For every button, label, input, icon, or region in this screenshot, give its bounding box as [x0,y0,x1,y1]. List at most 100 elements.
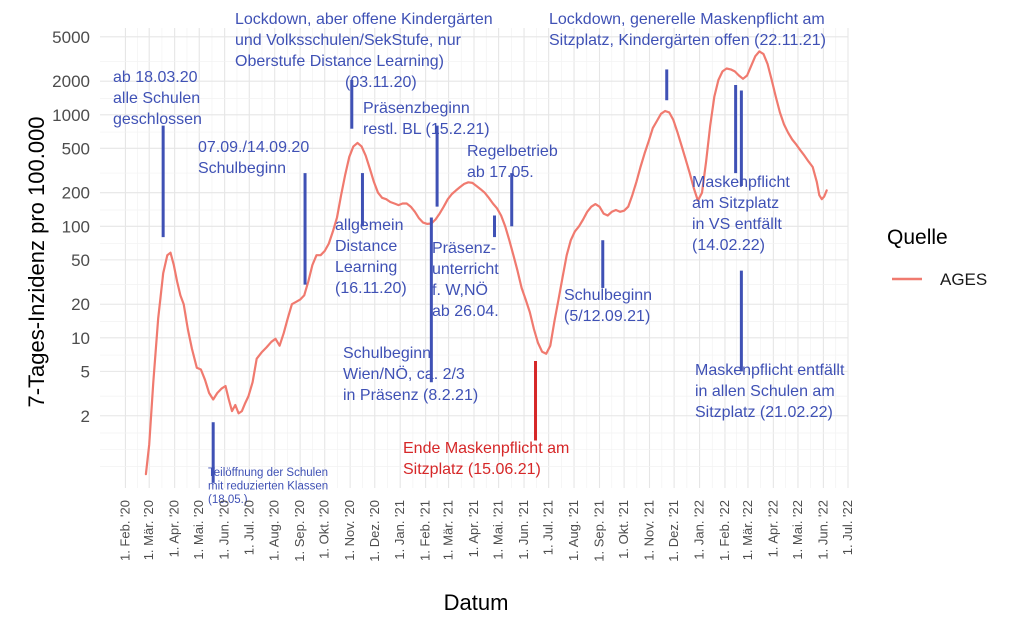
annotation-line: Maskenpflicht entfällt [695,362,845,379]
y-axis-ticks: 2 5 10 20 50 100 200 500 1000 2000 5000 [52,28,90,426]
annotation-line: geschlossen [113,111,202,128]
y-tick-label: 20 [71,295,90,314]
y-tick-label: 500 [62,139,90,158]
x-tick-label: 1. Jul. '20 [241,500,256,555]
annotation-line: Wien/NÖ, ca. 2/3 [343,365,465,383]
annotation-line: unterricht [432,261,499,278]
annotation-text: Schulbeginn (5/12.09.21) [564,287,652,325]
annotation-line: (03.11.20) [345,74,417,91]
x-tick-label: 1. Apr. '22 [765,500,780,557]
annotation-text: 07.09./14.09.20 Schulbeginn [198,139,309,177]
y-tick-label: 5000 [52,28,90,47]
y-axis-title: 7-Tages-Inzidenz pro 100.000 [24,116,49,407]
x-tick-label: 1. Feb. '21 [418,500,433,561]
x-tick-label: 1. Feb. '22 [717,500,732,561]
x-tick-label: 1. Aug. '20 [267,500,282,561]
x-tick-label: 1. Mär. '21 [441,500,456,560]
annotation-line: allgemein [335,217,403,234]
x-tick-label: 1. Jul. '21 [541,500,556,555]
y-tick-label: 2 [81,407,90,426]
annotation-line: Sitzplatz, Kindergärten offen (22.11.21) [549,32,826,49]
annotation-line: (18.05.) [208,494,248,506]
annotation-line: in Präsenz (8.2.21) [343,387,478,404]
annotation-line: (5/12.09.21) [564,308,650,325]
x-tick-label: 1. Mai. '20 [191,500,206,560]
x-axis-ticks: 1. Feb. '20 1. Mär. '20 1. Apr. '20 1. Mai.… [117,500,855,562]
legend-title: Quelle [887,226,948,249]
annotation-line: und Volksschulen/SekStufe, nur [235,32,462,49]
annotation-text: Lockdown, aber offene Kindergärten und Vo… [235,11,493,91]
annotation-text: Präsenzbeginn restl. BL (15.2.21) [363,100,490,138]
annotation-line: ab 18.03.20 [113,69,198,86]
y-tick-label: 5 [81,362,90,381]
grid [100,28,849,488]
y-tick-label: 10 [71,329,90,348]
annotation-line: Sitzplatz (15.06.21) [403,461,541,478]
x-tick-label: 1. Mär. '22 [740,500,755,560]
annotation-line: (14.02.22) [692,237,765,254]
x-tick-label: 1. Jun. '22 [815,500,830,560]
x-tick-label: 1. Jan. '21 [392,500,407,560]
annotation-text: Maskenpflicht entfällt in allen Schulen a… [695,362,845,421]
annotation-line: Sitzplatz (21.02.22) [695,404,833,421]
legend-label-ages: AGES [940,270,987,289]
x-tick-label: 1. Nov. '20 [342,500,357,561]
annotation-text: Ende Maskenpflicht am Sitzplatz (15.06.21… [403,440,569,478]
x-tick-label: 1. Okt. '20 [317,500,332,559]
x-tick-label: 1. Dez. '20 [367,500,382,562]
y-tick-label: 200 [62,184,90,203]
annotation-line: in VS entfällt [692,216,782,233]
annotation-line: Learning [335,259,397,276]
x-tick-label: 1. Jun. '20 [217,500,232,560]
annotation-line: Lockdown, aber offene Kindergärten [235,11,493,28]
x-tick-label: 1. Nov. '21 [642,500,657,561]
annotation-line: Schulbeginn [198,160,286,177]
annotation-text: ab 18.03.20 alle Schulen geschlossen [113,69,202,128]
x-tick-label: 1. Mai. '22 [790,500,805,560]
x-axis-title: Datum [444,590,509,615]
annotation-line: Oberstufe Distance Learning) [235,53,444,70]
x-tick-label: 1. Sep. '21 [591,500,606,562]
annotation-line: Distance [335,238,397,255]
y-tick-label: 1000 [52,106,90,125]
annotation-line: Maskenpflicht [692,174,790,191]
x-tick-label: 1. Mär. '20 [141,500,156,560]
annotation-line: (16.11.20) [335,280,407,297]
annotation-text: Lockdown, generelle Maskenpflicht am Sitz… [549,11,826,49]
annotation-line: Schulbeginn [564,287,652,304]
annotation-text: Maskenpflicht am Sitzplatz in VS entfällt (… [692,174,790,254]
x-tick-label: 1. Aug. '21 [566,500,581,561]
annotation-line: 07.09./14.09.20 [198,139,309,156]
x-tick-label: 1. Jun. '21 [516,500,531,560]
annotation-texts: ab 18.03.20 alle Schulen geschlossen Teilöf… [113,11,845,506]
annotation-line: Präsenzbeginn [363,100,470,117]
x-tick-label: 1. Feb. '20 [117,500,132,561]
x-tick-label: 1. Jan. '22 [692,500,707,560]
x-tick-label: 1. Sep. '20 [292,500,307,562]
annotation-line: ab 26.04. [432,303,499,320]
x-tick-label: 1. Jul. '22 [840,500,855,555]
annotation-segments [161,69,743,483]
annotation-line: ab 17.05. [467,164,534,181]
x-tick-label: 1. Apr. '21 [466,500,481,557]
y-tick-label: 100 [62,217,90,236]
x-tick-label: 1. Apr. '20 [167,500,182,557]
x-tick-label: 1. Dez. '21 [666,500,681,562]
annotation-line: restl. BL (15.2.21) [363,121,490,138]
annotation-line: mit reduzierten Klassen [208,481,328,493]
series-line-ages [144,50,828,476]
annotation-text: Schulbeginn Wien/NÖ, ca. 2/3 in Präsenz (8… [343,345,478,404]
y-tick-label: 2000 [52,72,90,91]
annotation-text: allgemein Distance Learning (16.11.20) [335,217,407,297]
x-tick-label: 1. Mai. '21 [491,500,506,560]
annotation-line: Lockdown, generelle Maskenpflicht am [549,11,825,28]
annotation-line: Ende Maskenpflicht am [403,440,569,457]
annotation-line: alle Schulen [113,90,200,107]
legend: Quelle AGES [887,226,987,289]
annotation-line: in allen Schulen am [695,383,835,400]
annotation-line: am Sitzplatz [692,195,779,212]
y-tick-label: 50 [71,251,90,270]
annotation-line: f. W,NÖ [432,281,488,299]
annotation-line: Teilöffnung der Schulen [208,467,328,479]
x-tick-label: 1. Okt. '21 [616,500,631,559]
